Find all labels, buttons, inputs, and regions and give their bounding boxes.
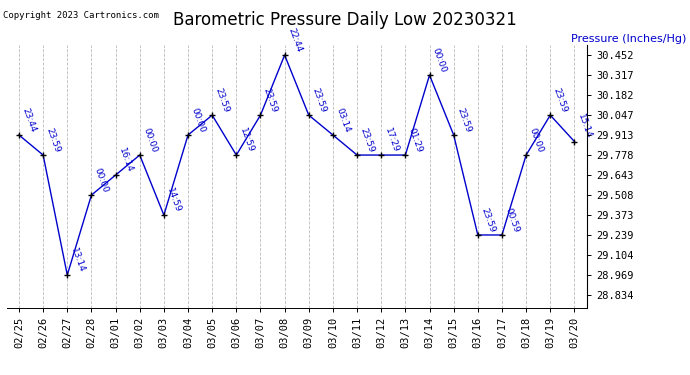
Text: 03:14: 03:14 — [335, 106, 352, 134]
Text: 00:00: 00:00 — [93, 166, 110, 194]
Text: 23:59: 23:59 — [310, 87, 328, 114]
Text: 22:44: 22:44 — [286, 27, 303, 54]
Text: 23:44: 23:44 — [21, 106, 37, 134]
Text: 23:59: 23:59 — [45, 126, 62, 154]
Text: 23:59: 23:59 — [359, 126, 376, 154]
Text: Barometric Pressure Daily Low 20230321: Barometric Pressure Daily Low 20230321 — [173, 11, 517, 29]
Text: 23:59: 23:59 — [214, 87, 231, 114]
Text: 23:59: 23:59 — [480, 206, 497, 234]
Text: 17:29: 17:29 — [383, 126, 400, 154]
Text: 00:00: 00:00 — [141, 126, 159, 154]
Text: 00:00: 00:00 — [528, 126, 545, 154]
Text: 14:59: 14:59 — [166, 186, 183, 214]
Text: 01:29: 01:29 — [407, 126, 424, 154]
Text: 16:14: 16:14 — [117, 146, 135, 174]
Text: 23:59: 23:59 — [455, 106, 473, 134]
Text: 13:14: 13:14 — [69, 246, 86, 274]
Text: 23:59: 23:59 — [262, 87, 279, 114]
Text: 15:14: 15:14 — [576, 113, 593, 140]
Text: 00:59: 00:59 — [504, 206, 521, 234]
Text: 00:00: 00:00 — [431, 46, 448, 74]
Text: 23:59: 23:59 — [552, 87, 569, 114]
Text: Pressure (Inches/Hg): Pressure (Inches/Hg) — [571, 34, 687, 44]
Text: Copyright 2023 Cartronics.com: Copyright 2023 Cartronics.com — [3, 11, 159, 20]
Text: 12:59: 12:59 — [238, 126, 255, 154]
Text: 00:00: 00:00 — [190, 106, 207, 134]
